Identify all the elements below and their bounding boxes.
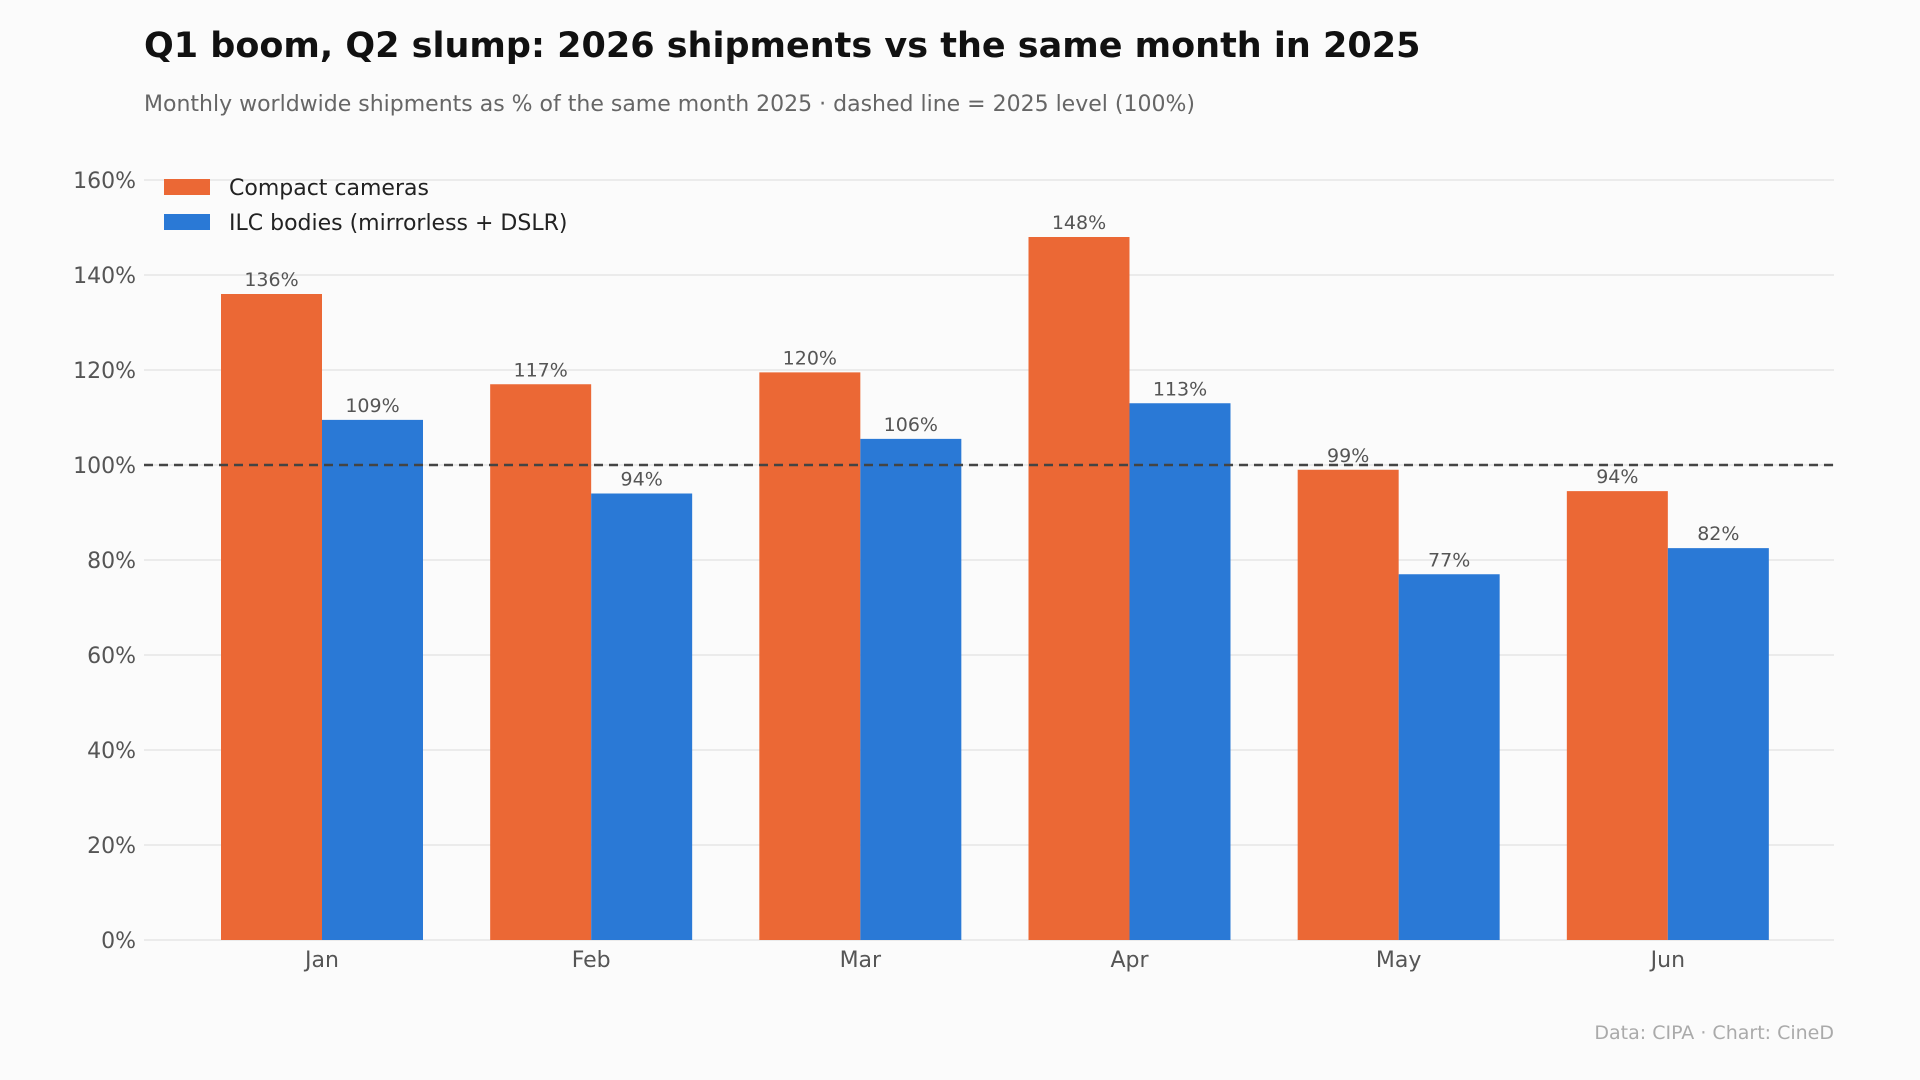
y-axis-ticks: 0% 20% 40% 60% 80% 100% 120% 140% 160% — [73, 169, 136, 954]
gridlines — [144, 179, 1834, 941]
bar-ilc-jan — [322, 419, 423, 940]
bar-label-ilc-jan: 109% — [345, 395, 399, 417]
legend-swatch-compact — [164, 179, 210, 195]
bar-value-labels: 136% 109% 117% 94% 120% 106% 148% 113% 99% 77% 94%… — [244, 212, 1739, 571]
y-tick-label-160: 160% — [73, 169, 136, 194]
x-tick-label-may: May — [1376, 948, 1421, 973]
bar-compact-feb — [490, 384, 592, 940]
bar-label-compact-may: 99% — [1327, 445, 1369, 467]
bar-compact-apr — [1028, 237, 1130, 940]
y-tick-label-120: 120% — [73, 359, 136, 384]
legend-swatch-ilc — [164, 214, 210, 230]
bar-ilc-feb — [591, 493, 693, 940]
bar-label-ilc-may: 77% — [1428, 549, 1470, 571]
y-tick-label-100: 100% — [73, 454, 136, 479]
x-tick-label-jun: Jun — [1649, 948, 1685, 973]
y-tick-label-0: 0% — [101, 929, 136, 954]
bar-ilc-may — [1398, 574, 1500, 940]
bar-ilc-mar — [860, 438, 962, 940]
bar-compact-jan — [221, 294, 322, 940]
y-tick-label-140: 140% — [73, 264, 136, 289]
bar-label-compact-jun: 94% — [1596, 466, 1638, 488]
bar-label-ilc-apr: 113% — [1153, 378, 1207, 400]
chart-credit: Data: CIPA · Chart: CineD — [1594, 1022, 1834, 1044]
bar-label-ilc-jun: 82% — [1697, 523, 1739, 545]
bar-ilc-apr — [1129, 403, 1231, 940]
bar-label-ilc-feb: 94% — [621, 469, 663, 491]
y-tick-label-60: 60% — [87, 644, 136, 669]
x-tick-label-apr: Apr — [1110, 948, 1149, 973]
bars — [221, 237, 1769, 940]
x-tick-label-mar: Mar — [840, 948, 882, 973]
bar-label-ilc-mar: 106% — [884, 414, 938, 436]
bar-compact-may — [1297, 469, 1399, 940]
y-tick-label-20: 20% — [87, 834, 136, 859]
chart-title: Q1 boom, Q2 slump: 2026 shipments vs the… — [144, 26, 1421, 66]
x-tick-label-jan: Jan — [303, 948, 339, 973]
bar-ilc-jun — [1667, 548, 1769, 940]
bar-compact-mar — [759, 372, 861, 940]
legend: Compact cameras ILC bodies (mirrorless + … — [164, 176, 567, 236]
bar-compact-jun — [1566, 491, 1668, 940]
legend-label-ilc: ILC bodies (mirrorless + DSLR) — [229, 211, 567, 236]
legend-label-compact: Compact cameras — [229, 176, 429, 201]
bar-label-compact-apr: 148% — [1052, 212, 1106, 234]
x-axis-ticks: Jan Feb Mar Apr May Jun — [303, 948, 1685, 973]
y-tick-label-80: 80% — [87, 549, 136, 574]
bar-label-compact-feb: 117% — [514, 359, 568, 381]
bar-label-compact-jan: 136% — [244, 269, 298, 291]
x-tick-label-feb: Feb — [572, 948, 611, 973]
y-tick-label-40: 40% — [87, 739, 136, 764]
chart-subtitle: Monthly worldwide shipments as % of the … — [144, 92, 1195, 117]
bar-label-compact-mar: 120% — [783, 347, 837, 369]
